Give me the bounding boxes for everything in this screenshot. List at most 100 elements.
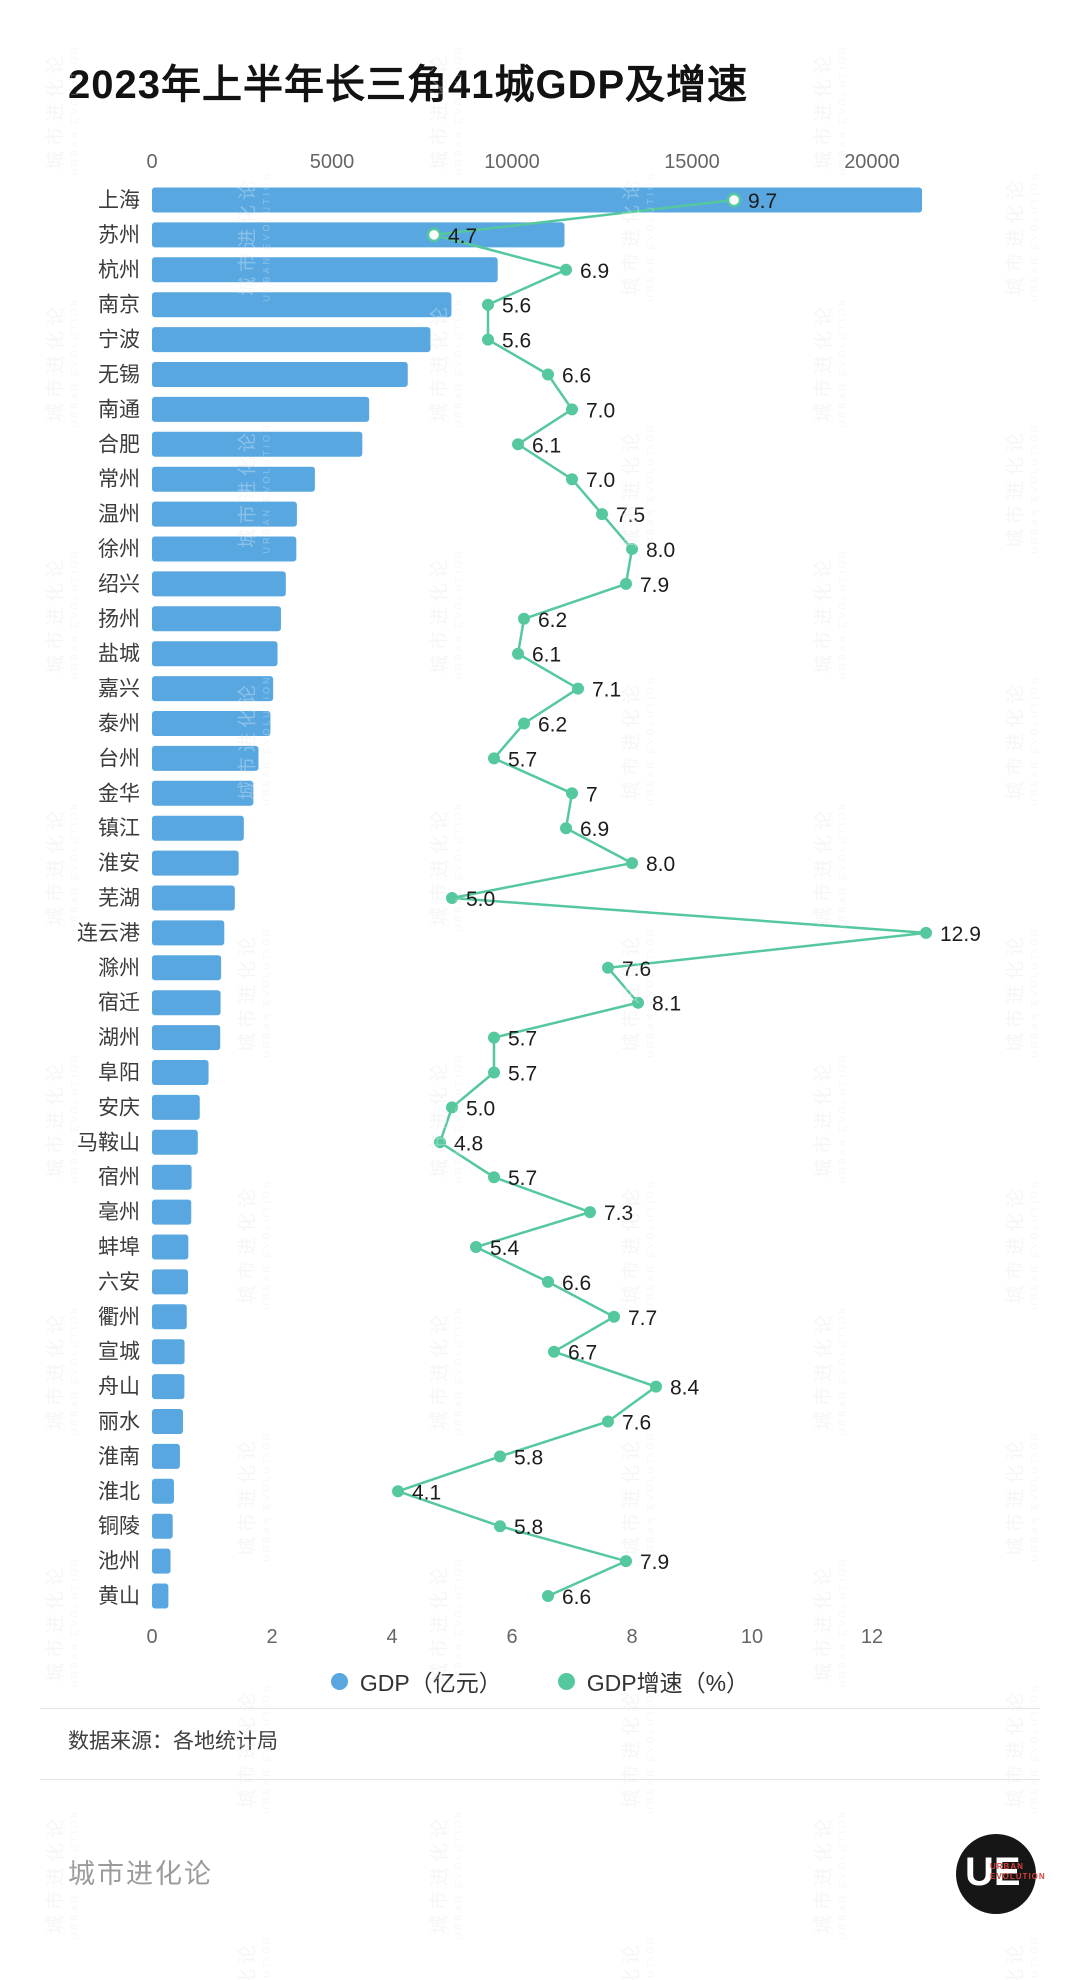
chart-legend: GDP（亿元） GDP增速（%） [0,1664,1080,1698]
legend-growth-label: GDP增速（%） [586,1670,750,1696]
growth-marker [446,892,458,904]
city-label: 温州 [98,503,140,526]
growth-value-label: 5.7 [508,1028,537,1051]
growth-value-label: 7.3 [604,1202,633,1225]
growth-marker [620,577,632,590]
growth-marker [920,926,932,939]
growth-value-label: 5.0 [466,888,495,911]
growth-value-label: 5.6 [502,295,531,318]
city-label: 芜湖 [98,887,140,910]
growth-value-label: 7.0 [586,399,615,422]
growth-marker [626,857,638,870]
city-label: 合肥 [98,433,140,456]
growth-value-label: 9.7 [748,190,777,213]
growth-marker [566,473,578,486]
growth-value-label: 4.7 [448,225,477,248]
gdp-bar [152,780,254,806]
growth-marker [488,1171,500,1184]
growth-value-label: 8.0 [646,853,675,876]
gdp-axis-tick: 20000 [844,151,900,173]
city-label: 镇江 [98,817,140,840]
gdp-bar [152,920,225,946]
growth-value-label: 8.4 [670,1377,700,1400]
city-label: 南京 [98,294,140,317]
growth-value-label: 5.8 [514,1516,543,1539]
gdp-bar [152,1339,185,1365]
growth-marker [542,1590,554,1602]
gdp-bar [152,396,370,422]
growth-value-label: 6.7 [568,1342,597,1365]
growth-marker [392,1485,404,1498]
gdp-bar [152,327,431,353]
legend-gdp-label: GDP（亿元） [359,1670,502,1696]
growth-axis-tick: 4 [386,1626,397,1648]
city-label: 徐州 [98,538,140,561]
legend-item-gdp[interactable]: GDP（亿元） [330,1664,502,1698]
growth-marker [626,543,638,555]
growth-value-label: 7.0 [586,469,615,492]
growth-marker [596,508,608,521]
growth-marker [482,333,494,346]
growth-marker [446,1101,458,1114]
city-label: 台州 [98,747,140,770]
legend-item-growth[interactable]: GDP增速（%） [557,1664,750,1698]
city-label: 常州 [98,468,140,491]
gdp-bar [152,850,239,876]
gdp-bar [152,1583,169,1609]
growth-marker [560,263,572,276]
city-label: 铜陵 [98,1515,140,1538]
growth-marker [566,787,578,800]
gdp-bar [152,571,286,597]
city-label: 池州 [98,1550,140,1573]
gdp-bar [152,1060,209,1085]
city-label: 宣城 [98,1341,140,1364]
city-label: 宿州 [98,1166,140,1189]
growth-marker [602,961,614,974]
city-label: 黄山 [98,1585,140,1608]
city-label: 六安 [98,1271,140,1294]
growth-axis-tick: 10 [741,1626,763,1648]
growth-marker [566,403,578,416]
gdp-bar [152,1513,173,1539]
city-label: 蚌埠 [98,1236,140,1259]
city-label: 丽水 [98,1411,140,1434]
growth-axis-tick: 2 [266,1626,277,1648]
divider-top [40,1708,1040,1709]
city-label: 湖州 [98,1027,140,1050]
growth-value-label: 6.6 [562,1272,591,1295]
city-label: 马鞍山 [77,1131,140,1154]
gdp-bar [152,815,244,841]
growth-value-label: 7.5 [616,504,645,527]
gdp-bar [152,1164,192,1190]
gdp-bar [152,1094,200,1120]
gdp-bar [152,745,259,771]
city-label: 舟山 [98,1376,140,1399]
gdp-bar [152,362,408,387]
city-label: 亳州 [98,1201,140,1224]
growth-value-label: 5.4 [490,1237,520,1260]
page-title: 2023年上半年长三角41城GDP及增速 [68,63,749,107]
legend-growth-swatch [557,1672,575,1690]
growth-axis-tick: 0 [146,1626,157,1648]
growth-marker [726,192,742,208]
divider-bottom [40,1779,1040,1780]
growth-value-label: 7.6 [622,958,651,981]
growth-marker [512,647,524,660]
ue-logo-subtext: URBAN EVOLUTION [990,1862,1046,1881]
city-label: 南通 [98,398,140,421]
growth-value-label: 4.8 [454,1132,483,1155]
growth-value-label: 6.2 [538,714,567,737]
growth-marker [542,368,554,381]
city-label: 金华 [98,782,140,805]
growth-value-label: 5.6 [502,330,531,353]
city-label: 盐城 [98,643,140,666]
city-label: 阜阳 [98,1062,140,1085]
growth-value-label: 6.6 [562,365,591,388]
growth-value-label: 12.9 [940,923,981,946]
growth-marker [426,227,442,243]
growth-marker [470,1241,482,1253]
growth-value-label: 7.9 [640,1551,669,1574]
gdp-bar [152,466,315,492]
